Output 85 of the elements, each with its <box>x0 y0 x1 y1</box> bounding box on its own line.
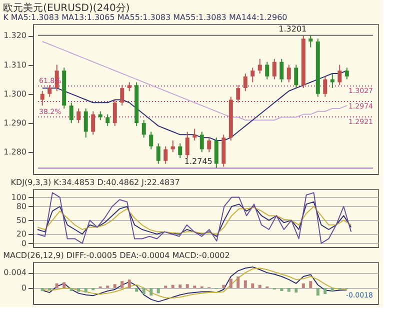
y-tick-label: 1.320 <box>4 31 26 40</box>
bar <box>84 288 88 293</box>
y-tick-label: 0 <box>21 283 26 292</box>
chart-subtitle: K MA5:1.3083 MA13:1.3065 MA55:1.3083 MA55:1.3083 MA144:1.2960 <box>3 13 288 22</box>
bar <box>316 288 320 296</box>
bar <box>40 288 44 292</box>
candlestick <box>286 64 291 83</box>
candlestick <box>308 34 313 48</box>
bar <box>244 280 247 288</box>
candlestick <box>164 146 168 164</box>
annotation: 1.3201 <box>278 24 307 34</box>
bar <box>135 288 138 292</box>
bar <box>142 288 146 294</box>
candlestick <box>294 64 298 89</box>
candlestick <box>207 137 212 153</box>
y-tick-label: 1.290 <box>4 118 26 128</box>
bar <box>287 288 290 292</box>
bar <box>309 281 312 288</box>
bar <box>258 284 262 288</box>
bar <box>128 280 131 288</box>
y-tick-label: 1.300 <box>4 89 26 98</box>
candlestick <box>91 110 96 136</box>
candlestick <box>344 67 349 80</box>
bar <box>70 288 73 292</box>
chart-title: KDJ(9,3,3) K:34.4853 D:40.4862 J:22.4837 <box>10 178 180 187</box>
bar <box>48 288 52 290</box>
candlestick <box>272 58 276 80</box>
candlestick <box>142 120 146 138</box>
line-series <box>36 192 352 244</box>
candlestick <box>156 142 160 164</box>
y-tick-label: 0 <box>21 238 26 248</box>
candlestick <box>69 102 74 124</box>
candlestick <box>200 131 204 153</box>
candlestick <box>214 137 218 169</box>
candlestick <box>185 131 190 158</box>
y-tick-label: 50 <box>16 216 26 225</box>
candlestick <box>280 58 284 83</box>
bar <box>77 288 80 292</box>
y-tick-label: 20 <box>16 230 26 239</box>
bar <box>330 288 334 292</box>
y-tick-label: 80 <box>16 202 26 211</box>
bar <box>120 281 124 288</box>
bar <box>280 288 284 292</box>
bar <box>171 284 174 288</box>
bar <box>178 284 182 288</box>
y-tick-label: 1.310 <box>4 60 26 70</box>
bar <box>62 282 66 288</box>
y-tick-label: 1.280 <box>4 148 26 157</box>
bar <box>186 284 189 288</box>
chart-title: MACD(26,12,9) DIFF:-0.0005 DEA:-0.0004 MACD:-0.0002 <box>3 251 230 260</box>
bar <box>251 283 254 288</box>
bar <box>156 288 160 294</box>
line-series <box>42 40 348 121</box>
candlestick <box>265 61 270 80</box>
candlestick <box>84 108 88 138</box>
bar <box>150 288 153 296</box>
candlestick <box>258 58 262 74</box>
bar <box>324 288 327 294</box>
candlestick <box>149 131 154 150</box>
annotation: 1.2745 <box>184 157 212 166</box>
candlestick <box>243 73 248 92</box>
candlestick <box>338 64 342 86</box>
candlestick <box>76 108 81 124</box>
bar <box>294 288 298 293</box>
candlestick <box>236 84 240 104</box>
candlestick <box>106 114 110 126</box>
bar <box>229 278 232 288</box>
bar <box>236 276 240 288</box>
candlestick <box>192 128 197 142</box>
candlestick <box>330 73 334 89</box>
candlestick <box>120 84 124 106</box>
candlestick <box>323 76 328 98</box>
candlestick <box>250 67 255 83</box>
y-tick-label: 100 <box>11 192 26 202</box>
bar <box>92 288 95 290</box>
chart-title: 欧元美元(EURUSD)(240分) <box>3 2 130 14</box>
bar <box>302 283 305 288</box>
bar <box>113 284 116 288</box>
candlestick <box>112 99 117 126</box>
y-tick-label: 0.004 <box>4 268 26 278</box>
candlestick <box>40 90 44 106</box>
bar <box>55 283 58 288</box>
candlestick <box>48 84 52 98</box>
bar <box>222 284 226 288</box>
candlestick <box>178 142 182 158</box>
